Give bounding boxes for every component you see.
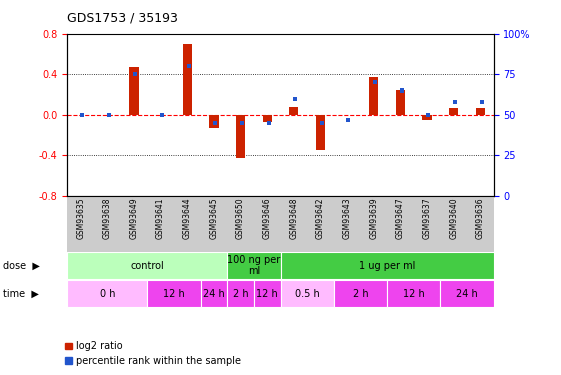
Bar — [347, 118, 351, 122]
Text: GSM93636: GSM93636 — [476, 198, 485, 239]
Text: GDS1753 / 35193: GDS1753 / 35193 — [67, 11, 178, 24]
Text: dose  ▶: dose ▶ — [3, 261, 40, 271]
Text: GSM93641: GSM93641 — [156, 198, 165, 239]
Bar — [320, 121, 324, 125]
Bar — [316, 115, 325, 150]
Text: 100 ng per
ml: 100 ng per ml — [227, 255, 280, 276]
Bar — [387, 280, 440, 307]
Bar — [254, 280, 280, 307]
Text: GSM93642: GSM93642 — [316, 198, 325, 239]
Text: GSM93638: GSM93638 — [103, 198, 112, 239]
Bar — [213, 121, 217, 125]
Bar — [147, 280, 201, 307]
Bar — [476, 108, 485, 115]
Bar — [373, 80, 377, 84]
Bar — [227, 280, 254, 307]
Bar — [369, 77, 379, 115]
Bar — [182, 44, 192, 115]
Bar — [289, 107, 298, 115]
Text: 12 h: 12 h — [403, 288, 425, 298]
Bar — [400, 88, 404, 93]
Text: GSM93644: GSM93644 — [183, 198, 192, 239]
Bar — [209, 115, 219, 128]
Text: 12 h: 12 h — [163, 288, 185, 298]
Text: time  ▶: time ▶ — [3, 288, 39, 298]
Bar — [440, 280, 494, 307]
Bar — [227, 252, 280, 279]
Bar — [67, 280, 147, 307]
Text: GSM93635: GSM93635 — [76, 198, 85, 239]
Bar — [67, 252, 227, 279]
Text: control: control — [130, 261, 164, 271]
Text: 2 h: 2 h — [233, 288, 249, 298]
Bar — [422, 115, 432, 120]
Text: 0 h: 0 h — [99, 288, 115, 298]
Bar — [201, 280, 227, 307]
Legend: log2 ratio, percentile rank within the sample: log2 ratio, percentile rank within the s… — [61, 338, 245, 370]
Bar — [240, 121, 244, 125]
Bar — [280, 252, 494, 279]
Text: 2 h: 2 h — [353, 288, 368, 298]
Bar — [129, 67, 139, 115]
Bar — [426, 113, 430, 117]
Bar — [396, 90, 405, 115]
Text: 24 h: 24 h — [456, 288, 478, 298]
Bar — [160, 113, 164, 117]
Text: GSM93640: GSM93640 — [449, 198, 458, 239]
Text: GSM93647: GSM93647 — [396, 198, 405, 239]
Bar — [480, 100, 484, 104]
Text: GSM93650: GSM93650 — [236, 198, 245, 239]
Bar — [134, 72, 137, 76]
Text: GSM93637: GSM93637 — [422, 198, 431, 239]
Text: GSM93645: GSM93645 — [209, 198, 218, 239]
Bar — [453, 100, 457, 104]
Text: GSM93639: GSM93639 — [369, 198, 378, 239]
Text: GSM93643: GSM93643 — [343, 198, 352, 239]
Text: 24 h: 24 h — [203, 288, 225, 298]
Text: GSM93648: GSM93648 — [289, 198, 298, 239]
Bar — [449, 108, 458, 115]
Bar — [80, 113, 84, 117]
Bar — [293, 97, 297, 100]
Bar — [107, 113, 111, 117]
Text: 0.5 h: 0.5 h — [295, 288, 320, 298]
Bar — [334, 280, 387, 307]
Bar — [236, 115, 245, 159]
Bar — [266, 121, 270, 125]
Bar — [263, 115, 272, 122]
Text: 1 ug per ml: 1 ug per ml — [359, 261, 415, 271]
Text: GSM93649: GSM93649 — [130, 198, 139, 239]
Text: 12 h: 12 h — [256, 288, 278, 298]
Text: GSM93646: GSM93646 — [263, 198, 272, 239]
Bar — [280, 280, 334, 307]
Bar — [187, 64, 191, 68]
